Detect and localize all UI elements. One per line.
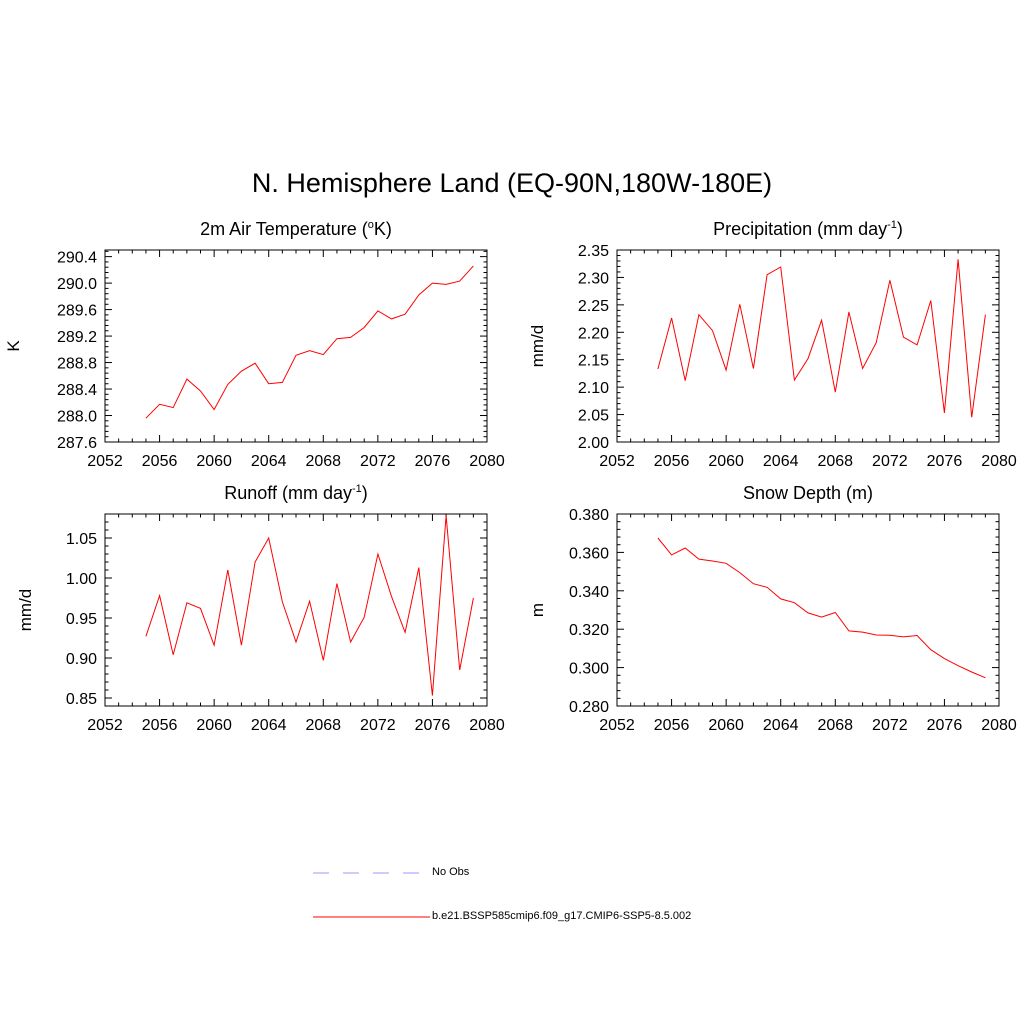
x-tick-label: 2080 <box>469 717 505 734</box>
plot-frame <box>104 513 488 707</box>
x-tick-label: 2072 <box>360 453 396 470</box>
x-tick-label: 2072 <box>360 717 396 734</box>
x-tick-label: 2068 <box>817 453 853 470</box>
x-tick-label: 2056 <box>142 717 178 734</box>
x-tick-label: 2068 <box>305 717 341 734</box>
x-tick-label: 2052 <box>87 717 123 734</box>
y-tick-label: 0.340 <box>569 584 609 601</box>
x-tick-label: 2056 <box>142 453 178 470</box>
figure-title: N. Hemisphere Land (EQ-90N,180W-180E) <box>251 168 773 198</box>
y-tick-label: 0.380 <box>569 507 609 524</box>
x-tick-label: 2068 <box>305 453 341 470</box>
y-tick-label: 288.8 <box>57 356 97 373</box>
x-tick-label: 2056 <box>654 717 690 734</box>
y-tick-label: 2.10 <box>578 380 609 397</box>
x-tick-label: 2060 <box>708 453 744 470</box>
panel-title-main: 2m Air Temperature ( <box>200 219 368 239</box>
y-tick-label: 2.05 <box>578 408 609 425</box>
x-tick-label: 2076 <box>927 453 963 470</box>
y-tick-label: 287.6 <box>57 435 97 452</box>
legend-obs-label: No Obs <box>432 866 470 878</box>
y-tick-label: 0.300 <box>569 661 609 678</box>
series-line <box>145 265 474 419</box>
y-tick-label: 0.320 <box>569 622 609 639</box>
x-tick-label: 2052 <box>599 717 635 734</box>
panel-title-temperature: 2m Air Temperature (oK) <box>105 219 487 240</box>
y-tick-label: 289.2 <box>57 329 97 346</box>
panel-title-end: ) <box>361 483 368 503</box>
y-tick-label: 1.05 <box>66 531 97 548</box>
y-axis-label: mm/d <box>528 325 547 368</box>
panel-title-runoff: Runoff (mm day-1) <box>105 483 487 504</box>
x-tick-label: 2060 <box>196 717 232 734</box>
plot-frame <box>104 249 488 443</box>
plot-frame <box>616 513 1000 707</box>
panel-title-main: Runoff (mm day <box>224 483 352 503</box>
y-tick-label: 2.20 <box>578 325 609 342</box>
y-tick-label: 0.85 <box>66 691 97 708</box>
y-tick-label: 2.35 <box>578 243 609 260</box>
panel-title-end: ) <box>896 219 903 239</box>
y-tick-label: 290.4 <box>57 250 97 267</box>
x-tick-label: 2076 <box>927 717 963 734</box>
x-tick-label: 2076 <box>415 453 451 470</box>
panel-title-end: K) <box>373 219 392 239</box>
series-line <box>657 259 986 418</box>
y-tick-label: 0.280 <box>569 699 609 716</box>
x-tick-label: 2060 <box>708 717 744 734</box>
y-tick-label: 0.95 <box>66 611 97 628</box>
panel-title-main: Snow Depth (m) <box>742 483 874 503</box>
y-tick-label: 2.00 <box>578 435 609 452</box>
y-axis-label: mm/d <box>16 589 35 632</box>
x-tick-label: 2064 <box>763 717 799 734</box>
panel-title-snow-depth: Snow Depth (m) <box>617 483 999 504</box>
plot-frame <box>616 249 1000 443</box>
x-tick-label: 2080 <box>981 453 1017 470</box>
x-tick-label: 2060 <box>196 453 232 470</box>
x-tick-label: 2072 <box>872 717 908 734</box>
x-tick-label: 2080 <box>981 717 1017 734</box>
y-axis-label: m <box>528 603 547 617</box>
panel-title-superscript: -1 <box>887 219 897 231</box>
x-tick-label: 2080 <box>469 453 505 470</box>
y-tick-label: 0.360 <box>569 545 609 562</box>
x-tick-label: 2068 <box>817 717 853 734</box>
y-tick-label: 289.6 <box>57 303 97 320</box>
y-tick-label: 290.0 <box>57 276 97 293</box>
y-tick-label: 0.90 <box>66 651 97 668</box>
panel-title-main: Precipitation (mm day <box>713 219 888 239</box>
y-tick-label: 1.00 <box>66 571 97 588</box>
x-tick-label: 2056 <box>654 453 690 470</box>
x-tick-label: 2052 <box>87 453 123 470</box>
y-tick-label: 2.25 <box>578 298 609 315</box>
y-axis-label: K <box>4 340 23 352</box>
y-tick-label: 288.0 <box>57 409 97 426</box>
y-tick-label: 2.30 <box>578 270 609 287</box>
series-line <box>145 515 474 696</box>
panel-title-superscript: -1 <box>351 483 362 495</box>
x-tick-label: 2072 <box>872 453 908 470</box>
x-tick-label: 2076 <box>415 717 451 734</box>
legend-model-label: b.e21.BSSP585cmip6.f09_g17.CMIP6-SSP5-8.… <box>432 910 692 922</box>
series-line <box>657 537 986 679</box>
panel-title-superscript: o <box>367 219 374 231</box>
x-tick-label: 2064 <box>251 717 287 734</box>
x-tick-label: 2064 <box>763 453 799 470</box>
x-tick-label: 2064 <box>251 453 287 470</box>
y-tick-label: 2.15 <box>578 353 609 370</box>
panel-title-precipitation: Precipitation (mm day-1) <box>617 219 999 240</box>
x-tick-label: 2052 <box>599 453 635 470</box>
y-tick-label: 288.4 <box>57 382 97 399</box>
